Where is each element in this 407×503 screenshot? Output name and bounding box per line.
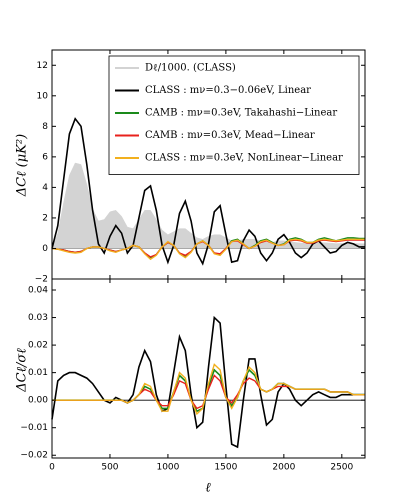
y-tick-label: −2 (35, 275, 48, 285)
y-tick-label: 0.02 (28, 341, 48, 351)
x-tick-label: 2500 (330, 463, 353, 473)
x-tick-label: 1000 (156, 463, 179, 473)
y-tick-label: 12 (37, 61, 48, 71)
x-axis-label: ℓ (205, 481, 211, 496)
y-tick-label: −0.01 (20, 423, 48, 433)
y-tick-label: 10 (37, 91, 49, 101)
legend-label: CLASS : mν=0.3−0.06eV, Linear (145, 85, 311, 96)
y-tick-label: 8 (42, 122, 48, 132)
y-tick-label: 0 (42, 244, 48, 254)
y-tick-label: 0.00 (28, 396, 48, 406)
legend-box (108, 55, 360, 175)
y-tick-label: 0.04 (28, 286, 48, 296)
x-tick-label: 500 (101, 463, 118, 473)
line (51, 117, 365, 266)
y-tick-label: −0.02 (20, 451, 48, 461)
y-tick-label: 4 (42, 183, 48, 193)
legend-label: CAMB : mν=0.3eV, Mead−Linear (145, 130, 315, 141)
y-axis-label: ΔCℓ (μK²) (15, 134, 30, 197)
y-tick-label: 0.03 (28, 313, 48, 323)
line (52, 363, 365, 416)
legend-label: Dℓ/1000. (CLASS) (145, 63, 236, 74)
x-tick-label: 2000 (272, 463, 295, 473)
y-tick-label: 6 (42, 152, 48, 162)
x-tick-label: 0 (49, 463, 55, 473)
x-tick-label: 1500 (214, 463, 237, 473)
line (51, 238, 365, 261)
axes-frame (51, 278, 366, 459)
legend-label: CAMB : mν=0.3eV, Takahashi−Linear (145, 108, 337, 119)
y-axis-label: ΔCℓ/σℓ (15, 348, 30, 393)
y-tick-label: 0.01 (28, 368, 48, 378)
y-tick-label: 2 (42, 213, 48, 223)
legend-label: CLASS : mν=0.3eV, NonLinear−Linear (145, 153, 343, 164)
area (51, 162, 366, 249)
